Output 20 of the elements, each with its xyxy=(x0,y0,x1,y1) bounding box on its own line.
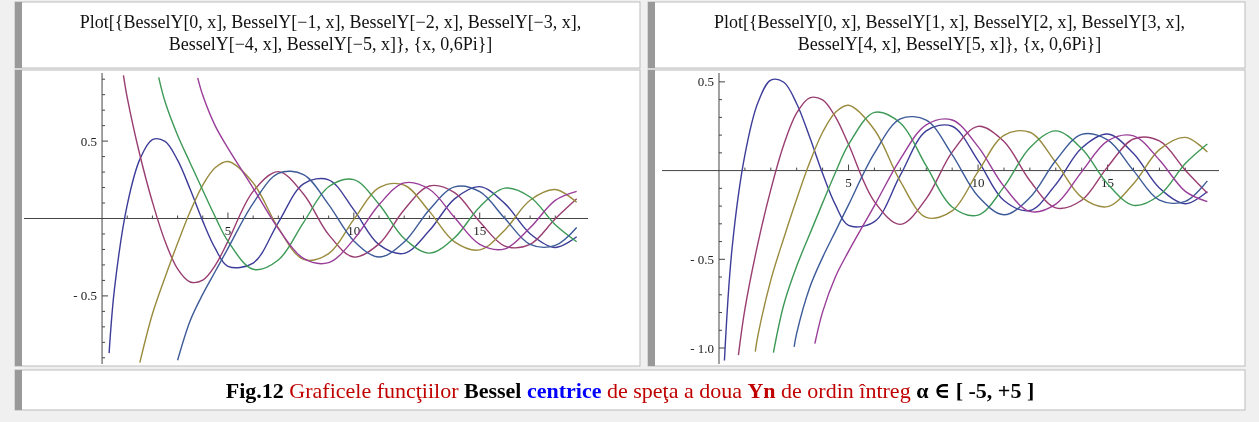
text: Yn xyxy=(747,378,776,403)
text: centrice xyxy=(526,378,602,403)
y-tick-label: 0.5 xyxy=(697,74,714,90)
y-tick-label: 0.5 xyxy=(80,133,98,149)
y-tick-label: - 1.0 xyxy=(690,340,714,356)
x-tick-label: 5 xyxy=(845,174,852,190)
text: Bessel xyxy=(464,378,522,403)
x-tick-label: 15 xyxy=(473,222,487,238)
text: de ordin întreg xyxy=(781,378,911,403)
x-tick-label: 10 xyxy=(971,174,985,190)
text: α ∈ [ -5, +5 ] xyxy=(916,378,1035,403)
x-tick-label: 5 xyxy=(224,222,232,238)
caption: Fig.12 xyxy=(225,378,284,403)
text: de speţa a doua xyxy=(606,378,743,403)
y-tick-label: - 0.5 xyxy=(690,251,714,267)
chart-title: Plot[{BesselY[0, x], BesselY[−1, x], BesselY[−2, x], BesselY[−3, x], BesselY[−4, x], BesselY[−5, x]}, {x, 0,6Pi}] xyxy=(79,12,582,54)
text: Graficele funcţiilor xyxy=(289,378,460,403)
chart-title: Plot[{BesselY[0, x], BesselY[1, x], BesselY[2, x], BesselY[3, x], BesselY[4, x], BesselY[5, x]}, {x, 0,6Pi}] xyxy=(713,12,1186,54)
line-series xyxy=(108,138,578,354)
y-tick-label: - 0.5 xyxy=(73,288,98,304)
